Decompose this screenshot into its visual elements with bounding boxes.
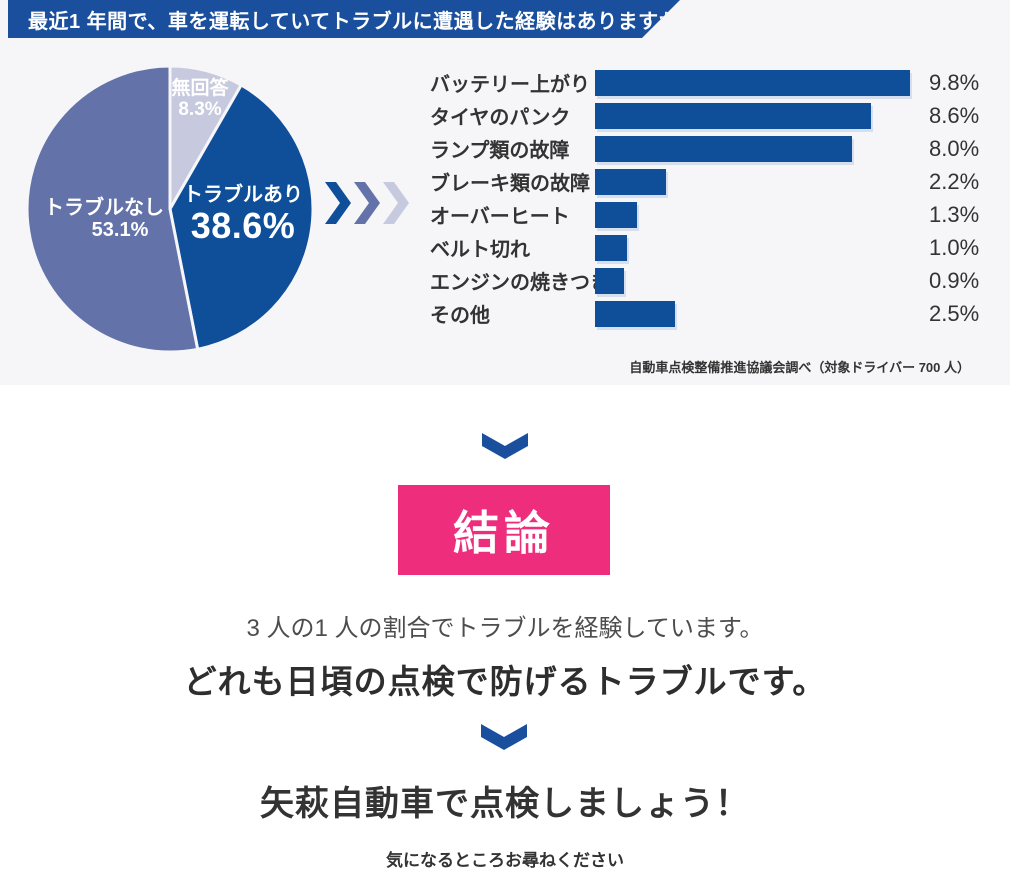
chevron-right-icon	[354, 182, 380, 224]
pie-slice	[25, 64, 200, 354]
pie-chart-svg	[25, 64, 315, 354]
bar-row: ベルト切れ 1.0%	[430, 231, 1005, 264]
bar-track	[595, 234, 917, 261]
bar-track	[595, 168, 917, 195]
bar-track	[595, 267, 917, 294]
bar-row: ランプ類の故障 8.0%	[430, 132, 1005, 165]
bar-category-label: バッテリー上がり	[430, 74, 590, 96]
bar	[595, 135, 852, 162]
bar	[595, 69, 910, 96]
bar-value-label: 2.2%	[929, 168, 980, 194]
question-header-ribbon: 最近1 年間で、車を運転していてトラブルに遭遇した経験はありますか？	[8, 0, 680, 38]
chevron-down-icon	[481, 724, 527, 750]
bar-category-label: オーバーヒート	[430, 206, 570, 228]
chevron-down-icon	[482, 433, 528, 459]
bar-category-label: エンジンの焼きつき	[430, 272, 610, 294]
bar-value-label: 8.0%	[929, 135, 980, 161]
chevron-right-group	[325, 182, 409, 224]
bar-category-label: タイヤのパンク	[430, 107, 571, 129]
conclusion-line2: どれも日頃の点検で防げるトラブルです。	[183, 663, 827, 700]
pie-slice	[168, 83, 315, 351]
pie-label-trouble-yes: トラブルあり 38.6%	[183, 184, 303, 246]
bar-row: タイヤのパンク 8.6%	[430, 99, 1005, 132]
source-note: 自動車点検整備推進協議会調べ（対象ドライバー 700 人）	[629, 360, 970, 375]
bar-value-label: 1.3%	[929, 201, 980, 227]
conclusion-badge: 結論	[398, 485, 610, 575]
bar-row: ブレーキ類の故障 2.2%	[430, 165, 1005, 198]
bar-track	[595, 135, 917, 162]
bar-row: バッテリー上がり 9.8%	[430, 66, 1005, 99]
chevron-right-icon	[325, 182, 351, 224]
bar	[595, 267, 624, 294]
footer-subtext: 気になるところお尋ねください	[386, 851, 624, 870]
bar-track	[595, 201, 917, 228]
bar-category-label: ランプ類の故障	[430, 140, 570, 162]
bar-category-label: ベルト切れ	[430, 239, 530, 261]
bar-category-label: その他	[430, 305, 490, 327]
question-title: 最近1 年間で、車を運転していてトラブルに遭遇した経験はありますか？	[28, 10, 700, 33]
trouble-bar-chart: バッテリー上がり 9.8% タイヤのパンク 8.6% ランプ類の故障 8.0% ブレーキ類の…	[430, 66, 1005, 330]
bar	[595, 168, 666, 195]
bar-value-label: 0.9%	[929, 267, 980, 293]
bar	[595, 201, 637, 228]
conclusion-line1: 3 人の1 人の割合でトラブルを経験しています。	[246, 615, 764, 642]
bar-value-label: 8.6%	[929, 102, 980, 128]
survey-chart-section: 最近1 年間で、車を運転していてトラブルに遭遇した経験はありますか？ 無回答 8…	[0, 0, 1010, 385]
bar	[595, 102, 871, 129]
bar-track	[595, 102, 917, 129]
bar-track	[595, 69, 917, 96]
bar-value-label: 9.8%	[929, 69, 980, 95]
conclusion-badge-label: 結論	[453, 507, 555, 559]
bar-category-label: ブレーキ類の故障	[430, 173, 590, 195]
pie-label-trouble-no: トラブルなし 53.1%	[44, 197, 164, 241]
bar-value-label: 1.0%	[929, 234, 980, 260]
bar	[595, 234, 627, 261]
chevron-right-icon	[383, 182, 409, 224]
bar-value-label: 2.5%	[929, 300, 980, 326]
pie-label-no-answer: 無回答 8.3%	[171, 78, 229, 120]
bar-row: オーバーヒート 1.3%	[430, 198, 1005, 231]
bar-row: その他 2.5%	[430, 297, 1005, 330]
footer-heading: 矢萩自動車で点検しましょう！	[260, 785, 750, 823]
pie-chart: 無回答 8.3% トラブルあり 38.6% トラブルなし 53.1%	[25, 64, 315, 354]
bar-row: エンジンの焼きつき 0.9%	[430, 264, 1005, 297]
bar-track	[595, 300, 917, 327]
bar	[595, 300, 675, 327]
